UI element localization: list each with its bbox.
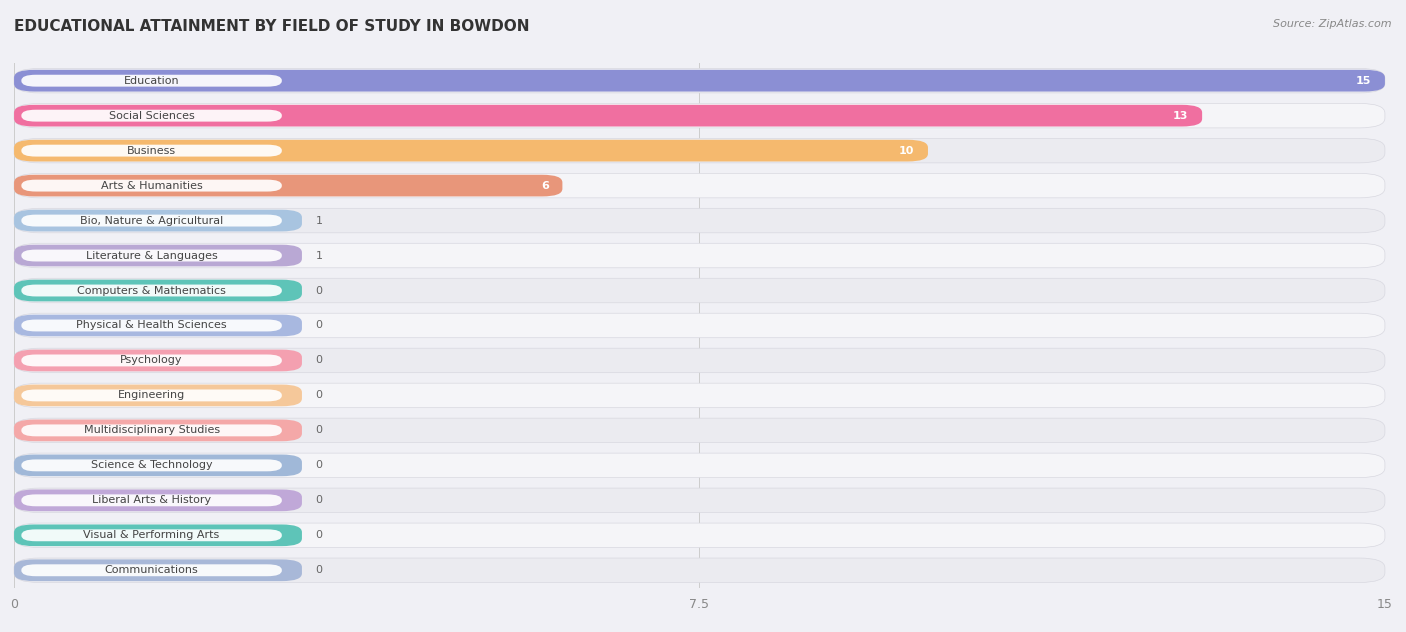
FancyBboxPatch shape — [14, 523, 1385, 547]
FancyBboxPatch shape — [21, 75, 281, 87]
FancyBboxPatch shape — [21, 320, 281, 331]
FancyBboxPatch shape — [14, 280, 302, 301]
Text: 0: 0 — [316, 425, 322, 435]
FancyBboxPatch shape — [21, 355, 281, 367]
Text: 1: 1 — [316, 216, 322, 226]
FancyBboxPatch shape — [14, 68, 1385, 93]
FancyBboxPatch shape — [14, 348, 1385, 373]
FancyBboxPatch shape — [14, 420, 302, 441]
FancyBboxPatch shape — [14, 175, 562, 197]
Text: Computers & Mathematics: Computers & Mathematics — [77, 286, 226, 296]
Text: 13: 13 — [1173, 111, 1188, 121]
FancyBboxPatch shape — [21, 284, 281, 296]
Text: Communications: Communications — [104, 565, 198, 575]
Text: 0: 0 — [316, 355, 322, 365]
Text: Education: Education — [124, 76, 180, 86]
Text: Psychology: Psychology — [121, 355, 183, 365]
Text: Bio, Nature & Agricultural: Bio, Nature & Agricultural — [80, 216, 224, 226]
Text: Physical & Health Sciences: Physical & Health Sciences — [76, 320, 226, 331]
FancyBboxPatch shape — [14, 525, 302, 546]
Text: 1: 1 — [316, 250, 322, 260]
FancyBboxPatch shape — [14, 490, 302, 511]
Text: Engineering: Engineering — [118, 391, 186, 401]
FancyBboxPatch shape — [14, 173, 1385, 198]
Text: Source: ZipAtlas.com: Source: ZipAtlas.com — [1274, 19, 1392, 29]
Text: Literature & Languages: Literature & Languages — [86, 250, 218, 260]
FancyBboxPatch shape — [14, 70, 1385, 92]
FancyBboxPatch shape — [14, 278, 1385, 303]
FancyBboxPatch shape — [14, 104, 1385, 128]
FancyBboxPatch shape — [14, 454, 302, 476]
Text: 0: 0 — [316, 565, 322, 575]
FancyBboxPatch shape — [14, 349, 302, 371]
FancyBboxPatch shape — [21, 459, 281, 471]
FancyBboxPatch shape — [21, 110, 281, 121]
FancyBboxPatch shape — [21, 389, 281, 401]
FancyBboxPatch shape — [21, 215, 281, 226]
Text: Multidisciplinary Studies: Multidisciplinary Studies — [83, 425, 219, 435]
FancyBboxPatch shape — [14, 210, 302, 231]
Text: 0: 0 — [316, 320, 322, 331]
Text: Arts & Humanities: Arts & Humanities — [101, 181, 202, 191]
Text: Social Sciences: Social Sciences — [108, 111, 194, 121]
FancyBboxPatch shape — [21, 564, 281, 576]
Text: Science & Technology: Science & Technology — [91, 460, 212, 470]
FancyBboxPatch shape — [14, 385, 302, 406]
Text: 0: 0 — [316, 460, 322, 470]
Text: Visual & Performing Arts: Visual & Performing Arts — [83, 530, 219, 540]
FancyBboxPatch shape — [21, 530, 281, 541]
FancyBboxPatch shape — [21, 494, 281, 506]
Text: 0: 0 — [316, 495, 322, 506]
Text: Business: Business — [127, 145, 176, 155]
Text: 0: 0 — [316, 530, 322, 540]
FancyBboxPatch shape — [14, 559, 302, 581]
FancyBboxPatch shape — [14, 313, 1385, 337]
Text: 15: 15 — [1355, 76, 1371, 86]
FancyBboxPatch shape — [14, 245, 302, 266]
FancyBboxPatch shape — [14, 209, 1385, 233]
FancyBboxPatch shape — [14, 138, 1385, 163]
FancyBboxPatch shape — [21, 145, 281, 157]
FancyBboxPatch shape — [21, 179, 281, 191]
FancyBboxPatch shape — [14, 383, 1385, 408]
Text: Liberal Arts & History: Liberal Arts & History — [91, 495, 211, 506]
FancyBboxPatch shape — [14, 558, 1385, 583]
FancyBboxPatch shape — [14, 453, 1385, 478]
Text: 10: 10 — [898, 145, 914, 155]
FancyBboxPatch shape — [21, 250, 281, 262]
FancyBboxPatch shape — [14, 140, 928, 161]
Text: EDUCATIONAL ATTAINMENT BY FIELD OF STUDY IN BOWDON: EDUCATIONAL ATTAINMENT BY FIELD OF STUDY… — [14, 19, 530, 34]
Text: 6: 6 — [541, 181, 548, 191]
FancyBboxPatch shape — [14, 243, 1385, 268]
FancyBboxPatch shape — [21, 425, 281, 436]
FancyBboxPatch shape — [14, 105, 1202, 126]
FancyBboxPatch shape — [14, 418, 1385, 442]
FancyBboxPatch shape — [14, 488, 1385, 513]
Text: 0: 0 — [316, 286, 322, 296]
Text: 0: 0 — [316, 391, 322, 401]
FancyBboxPatch shape — [14, 315, 302, 336]
